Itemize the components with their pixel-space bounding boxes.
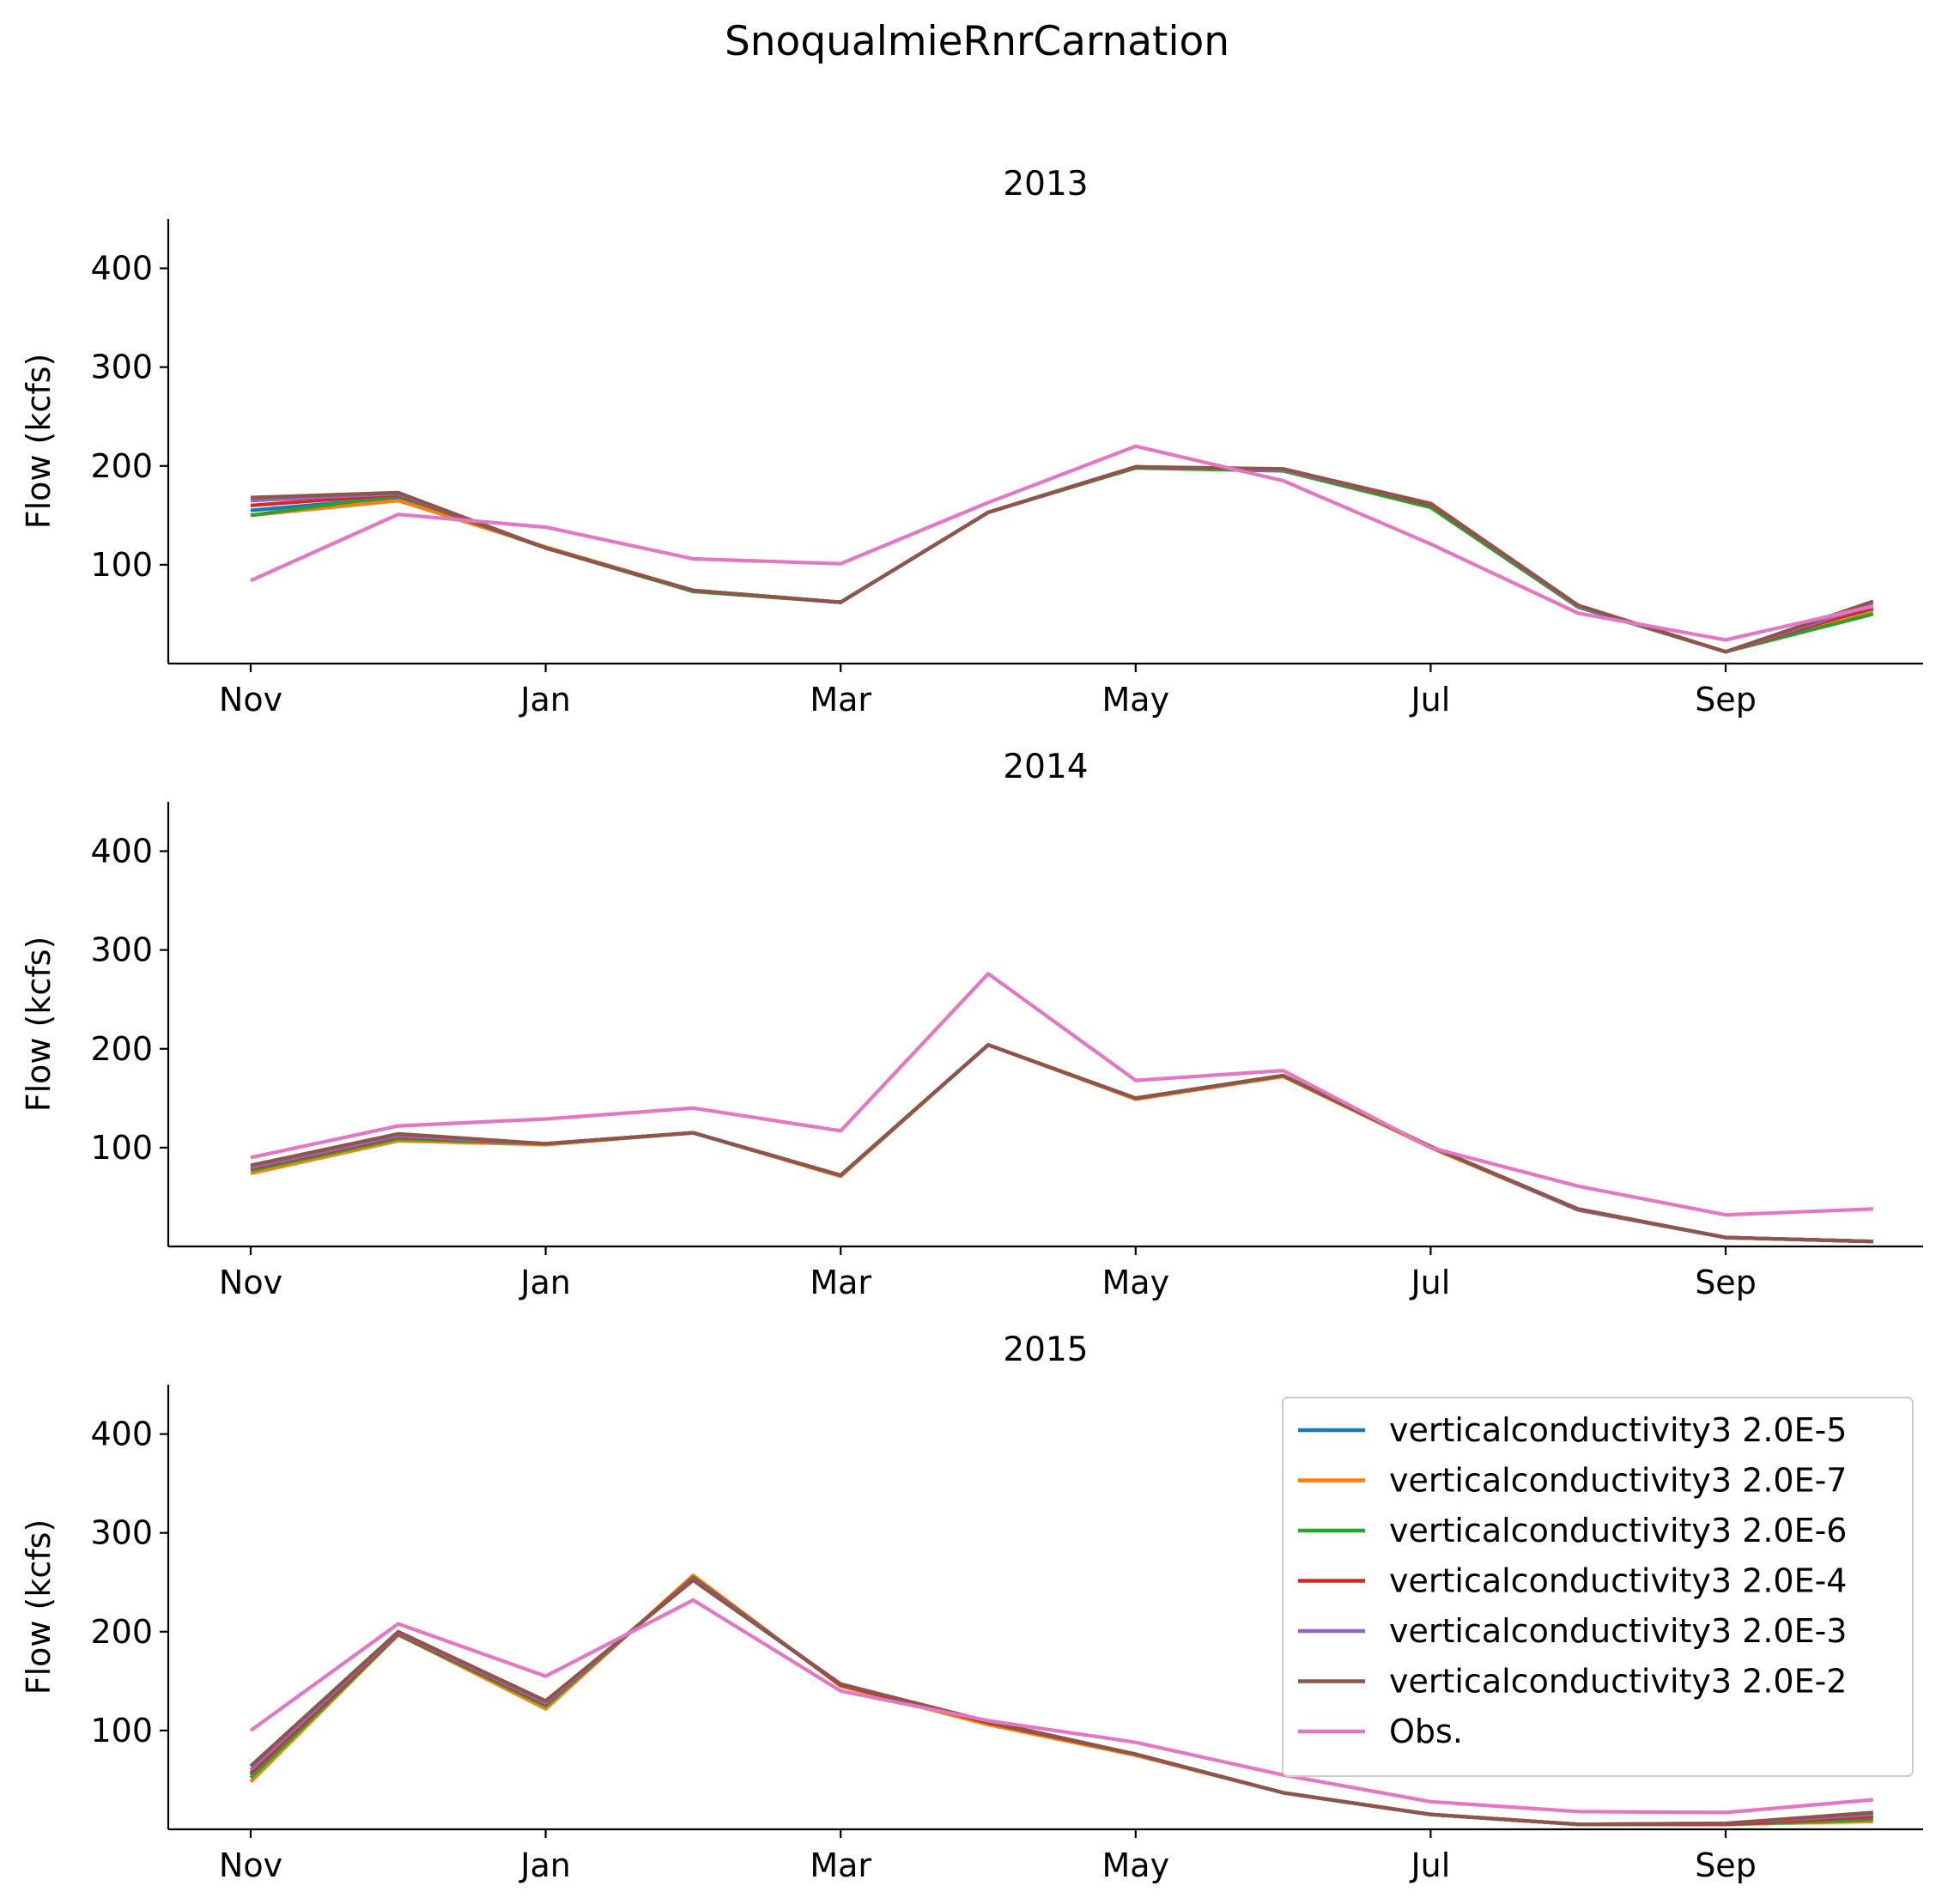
figure-title: SnoqualmieRnrCarnation — [725, 18, 1229, 65]
x-tick-label: Jan — [519, 681, 571, 719]
series-line-obs- — [250, 972, 1873, 1217]
legend: verticalconductivity3 2.0E-5 verticalcond… — [1282, 1397, 1914, 1777]
y-tick-label: 200 — [90, 1030, 153, 1068]
y-axis-label: Flow (kcfs) — [20, 354, 58, 530]
x-tick-label: May — [1102, 1846, 1170, 1884]
x-tick-label: Sep — [1695, 1846, 1757, 1884]
subplots: 2013 100 200 300 400 Nov Jan Mar May Jul Sep Flow (… — [20, 165, 1923, 1884]
x-tick-label: Sep — [1695, 681, 1757, 719]
y-tick-label: 100 — [90, 546, 153, 584]
x-tick-label: Mar — [810, 1846, 871, 1884]
subplot-title: 2013 — [1003, 165, 1088, 203]
subplot-2014: 2014 100 200 300 400 Nov Jan Mar May Jul Sep Flow (… — [20, 748, 1923, 1301]
y-tick-label: 100 — [90, 1712, 153, 1749]
x-tick-label: Sep — [1695, 1264, 1757, 1301]
legend-label: verticalconductivity3 2.0E-2 — [1389, 1663, 1847, 1701]
y-tick-label: 300 — [90, 1514, 153, 1552]
x-tick-label: Jul — [1409, 1846, 1450, 1884]
y-tick-label: 200 — [90, 447, 153, 485]
y-tick-label: 400 — [90, 250, 153, 288]
x-tick-label: Jan — [519, 1846, 571, 1884]
x-tick-label: Mar — [810, 681, 871, 719]
legend-label: verticalconductivity3 2.0E-4 — [1389, 1562, 1847, 1600]
series-line-obs- — [249, 1598, 1873, 1815]
y-tick-label: 400 — [90, 1416, 153, 1453]
subplot-2013: 2013 100 200 300 400 Nov Jan Mar May Jul Sep Flow (… — [20, 165, 1923, 719]
subplot-2015: 2015 100 200 300 400 Nov Jan Mar May Jul Sep Flow (… — [20, 1331, 1923, 1884]
y-tick-label: 300 — [90, 349, 153, 386]
x-tick-label: May — [1102, 1264, 1170, 1301]
series-line-verticalconductivity3-2-0e-2 — [250, 1043, 1873, 1244]
legend-label: Obs. — [1389, 1713, 1463, 1750]
series-line-verticalconductivity3-2-0e-6 — [250, 1043, 1873, 1244]
y-tick-label: 300 — [90, 931, 153, 969]
y-tick-label: 100 — [90, 1129, 153, 1167]
y-tick-label: 200 — [90, 1613, 153, 1651]
x-tick-label: Jul — [1409, 1264, 1450, 1301]
x-tick-label: Mar — [810, 1264, 871, 1301]
x-tick-label: Jul — [1409, 681, 1450, 719]
subplot-title: 2014 — [1003, 748, 1088, 786]
x-tick-label: May — [1102, 681, 1170, 719]
y-axis-label: Flow (kcfs) — [20, 1519, 58, 1695]
legend-label: verticalconductivity3 2.0E-3 — [1389, 1612, 1847, 1650]
legend-label: verticalconductivity3 2.0E-5 — [1389, 1411, 1847, 1449]
x-tick-label: Jan — [519, 1264, 571, 1301]
y-axis-label: Flow (kcfs) — [20, 937, 58, 1113]
legend-label: verticalconductivity3 2.0E-6 — [1389, 1512, 1847, 1549]
x-tick-label: Nov — [219, 1846, 282, 1884]
y-tick-label: 400 — [90, 833, 153, 870]
series-line-obs- — [250, 444, 1874, 642]
x-tick-label: Nov — [219, 1264, 282, 1301]
series-line-verticalconductivity3-2-0e-2 — [250, 464, 1874, 654]
legend-frame — [1282, 1397, 1914, 1777]
subplot-title: 2015 — [1003, 1331, 1088, 1369]
x-tick-label: Nov — [219, 681, 282, 719]
series-line-verticalconductivity3-2-0e-2 — [249, 1578, 1873, 1827]
legend-label: verticalconductivity3 2.0E-7 — [1389, 1462, 1847, 1500]
